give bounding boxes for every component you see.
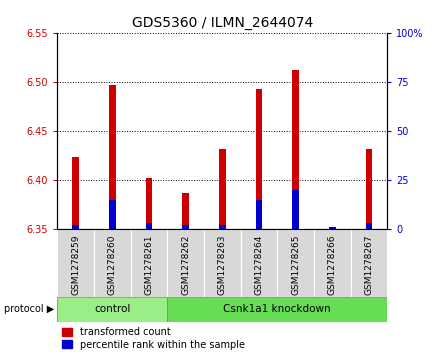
Text: GSM1278266: GSM1278266 (328, 235, 337, 295)
Bar (277, 229, 314, 297)
Bar (167, 297, 387, 322)
Bar (109, 85, 115, 229)
Legend: transformed count, percentile rank within the sample: transformed count, percentile rank withi… (62, 327, 245, 350)
Text: Csnk1a1 knockdown: Csnk1a1 knockdown (224, 305, 331, 314)
Text: control: control (94, 305, 130, 314)
Bar (182, 225, 189, 229)
Bar (292, 190, 299, 229)
Bar (131, 229, 167, 297)
Bar (219, 149, 226, 229)
Bar (94, 229, 131, 297)
Bar (204, 229, 241, 297)
Bar (314, 229, 351, 297)
Bar (329, 227, 335, 229)
Bar (256, 200, 262, 229)
Bar (146, 178, 152, 229)
Bar (167, 229, 204, 297)
Bar (292, 70, 299, 229)
Bar (329, 227, 335, 229)
Bar (256, 89, 262, 229)
Text: GSM1278260: GSM1278260 (108, 235, 117, 295)
Text: GSM1278267: GSM1278267 (364, 235, 374, 295)
Text: GSM1278261: GSM1278261 (144, 235, 154, 295)
Title: GDS5360 / ILMN_2644074: GDS5360 / ILMN_2644074 (132, 16, 313, 30)
Text: GSM1278265: GSM1278265 (291, 235, 300, 295)
Bar (366, 223, 372, 229)
Bar (366, 149, 372, 229)
Text: GSM1278263: GSM1278263 (218, 235, 227, 295)
Bar (241, 229, 277, 297)
Bar (146, 223, 152, 229)
Text: protocol ▶: protocol ▶ (4, 305, 55, 314)
Bar (57, 297, 167, 322)
Bar (72, 156, 79, 229)
Text: GSM1278264: GSM1278264 (254, 235, 264, 295)
Bar (57, 229, 94, 297)
Bar (219, 225, 226, 229)
Bar (351, 229, 387, 297)
Bar (182, 193, 189, 229)
Bar (72, 225, 79, 229)
Text: GSM1278259: GSM1278259 (71, 235, 80, 295)
Text: GSM1278262: GSM1278262 (181, 235, 190, 295)
Bar (109, 200, 115, 229)
